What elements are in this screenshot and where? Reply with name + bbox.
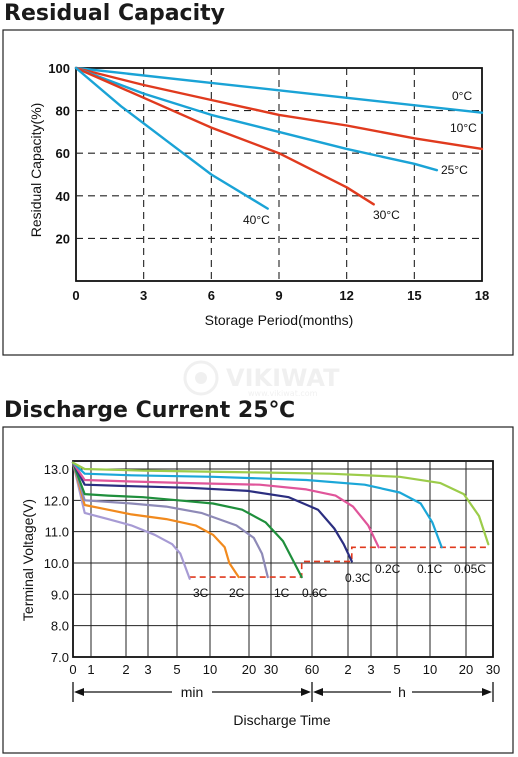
chart1-series-label: 25°C — [441, 163, 468, 177]
chart2-series-line — [71, 461, 353, 563]
chart1-x-tick: 0 — [72, 288, 79, 303]
chart2-series-line — [71, 461, 380, 549]
chart1-y-tick: 40 — [56, 189, 70, 204]
chart2-series-label: 1C — [274, 586, 290, 600]
chart1-title: Residual Capacity — [4, 1, 225, 26]
chart2-y-tick: 7.0 — [51, 650, 69, 665]
chart1-series-labels: 0°C 10°C 25°C 30°C 40°C — [243, 89, 477, 227]
chart1-series-label: 30°C — [373, 208, 400, 222]
chart2-series-line — [71, 461, 490, 546]
chart2-x-tick: 5 — [173, 662, 180, 677]
chart1-x-tick: 9 — [275, 288, 282, 303]
chart2-x-tick: 60 — [305, 662, 319, 677]
chart1-series-line — [74, 66, 484, 151]
chart2-x-tick: 3 — [144, 662, 151, 677]
chart2-series-line — [71, 461, 269, 579]
chart1-x-tick: 12 — [339, 288, 353, 303]
chart2-series-label: 3C — [193, 586, 209, 600]
chart1-ticks: 0 3 6 9 12 15 18 20 40 60 80 100 — [48, 61, 489, 303]
chart1-series-line — [74, 66, 439, 172]
chart2-series-label: 0.1C — [417, 562, 443, 576]
chart1-series-line — [74, 66, 375, 206]
watermark-text: VIKIWAT — [226, 364, 340, 392]
chart1-y-axis-label: Residual Capacity(%) — [28, 103, 44, 238]
chart2-x-tick: 30 — [486, 662, 500, 677]
chart2-x-tick: 10 — [423, 662, 437, 677]
watermark-url: www.vikiwat.com — [248, 389, 318, 398]
chart2-series-line — [71, 461, 303, 579]
chart1-grid — [76, 68, 482, 281]
chart2-x-tick: 20 — [242, 662, 256, 677]
chart1-series-line — [74, 66, 269, 210]
chart2-x-axis-label: Discharge Time — [233, 712, 330, 728]
chart1-x-tick: 3 — [140, 288, 147, 303]
chart2-x-tick: 20 — [459, 662, 473, 677]
chart2-x-tick: 30 — [264, 662, 278, 677]
chart2-x-tick: 2 — [344, 662, 351, 677]
chart2-range-min: min — [181, 684, 204, 700]
chart2-x-tick: 3 — [367, 662, 374, 677]
chart1-y-tick: 80 — [56, 104, 70, 119]
chart2-series — [71, 461, 490, 580]
chart2-range-h: h — [398, 684, 406, 700]
chart2-y-axis-label: Terminal Voltage(V) — [20, 499, 36, 621]
chart1-x-tick: 18 — [475, 288, 489, 303]
chart1-x-axis-label: Storage Period(months) — [205, 312, 354, 328]
chart2-y-tick: 10.0 — [44, 556, 69, 571]
chart2-y-tick: 9.0 — [51, 587, 69, 602]
watermark-logo: VIKIWAT www.vikiwat.com — [183, 360, 340, 398]
chart1-series-label: 0°C — [452, 89, 472, 103]
chart2-plot-area — [72, 460, 494, 658]
chart2-series-label: 2C — [229, 586, 245, 600]
chart2-frame — [2, 426, 514, 754]
chart2-series-label: 0.05C — [454, 562, 486, 576]
chart2-cutoff-path — [189, 546, 489, 578]
chart1-series-line — [74, 66, 484, 114]
chart2-series-labels: 3C 2C 1C 0.6C 0.3C 0.2C 0.1C 0.05C — [193, 562, 486, 600]
chart2-range-arrows — [72, 682, 494, 702]
chart2-cutoff-line — [189, 546, 489, 578]
chart2-series-line — [71, 461, 443, 549]
chart2-series-label: 0.3C — [345, 571, 371, 585]
chart1-y-tick: 20 — [56, 231, 70, 246]
chart2-grid — [73, 461, 493, 657]
chart2-title: Discharge Current 25℃ — [4, 398, 296, 423]
chart2-y-tick: 8.0 — [51, 619, 69, 634]
chart2-x-tick: 10 — [203, 662, 217, 677]
chart2-y-tick: 12.0 — [44, 493, 69, 508]
chart1-y-tick: 100 — [48, 61, 70, 76]
chart2-series-label: 0.2C — [375, 562, 401, 576]
chart1-series-label: 40°C — [243, 213, 270, 227]
chart2-x-tick: 5 — [393, 662, 400, 677]
chart2-y-tick: 13.0 — [44, 462, 69, 477]
chart2-x-tick: 2 — [122, 662, 129, 677]
chart2-series-label: 0.6C — [302, 586, 328, 600]
chart2-ticks: 0 1 2 3 5 10 20 30 60 2 3 5 10 20 307.08.09.010.011.01… — [44, 462, 501, 677]
chart2-series-line — [71, 461, 240, 579]
chart2-x-tick: 0 — [69, 662, 76, 677]
chart1-series — [74, 66, 484, 210]
chart1-frame — [2, 29, 514, 356]
chart1-x-tick: 6 — [208, 288, 215, 303]
chart1-series-label: 10°C — [450, 121, 477, 135]
chart2-series-line — [71, 461, 191, 580]
chart2-x-tick: 1 — [87, 662, 94, 677]
chart1-x-tick: 15 — [407, 288, 421, 303]
chart1-y-tick: 60 — [56, 146, 70, 161]
chart2-y-tick: 11.0 — [45, 525, 69, 540]
